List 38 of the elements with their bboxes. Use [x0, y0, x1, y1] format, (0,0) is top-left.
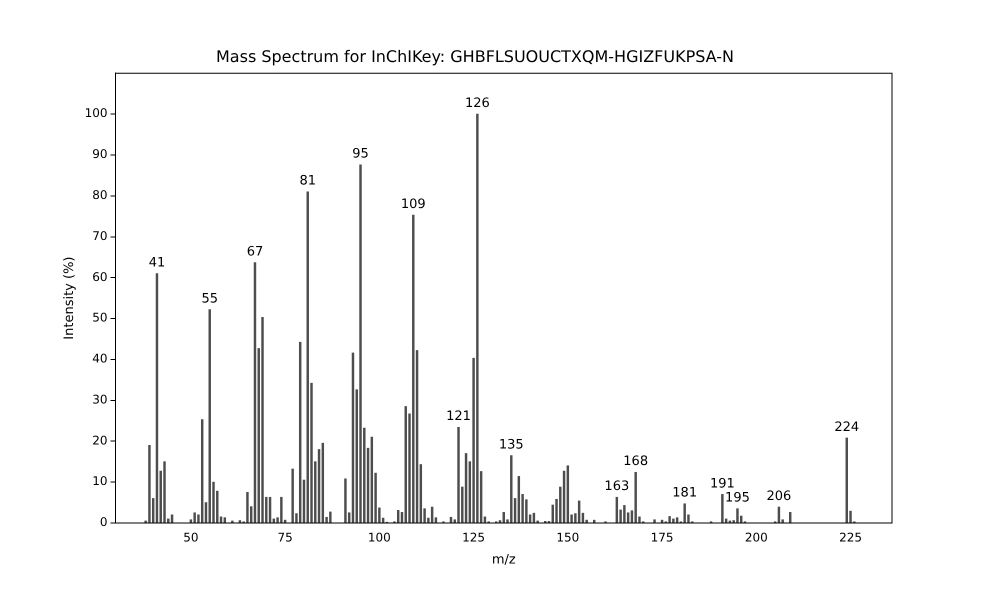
y-axis-title: Intensity (%) — [62, 256, 78, 340]
x-axis-title: m/z — [492, 552, 516, 568]
annotation: 206 — [766, 488, 792, 504]
annotation: 224 — [834, 420, 860, 435]
annotation: 126 — [464, 96, 490, 111]
x-tick-label: 200 — [744, 530, 768, 544]
x-tick-label: 50 — [183, 530, 199, 544]
x-tick-label: 175 — [650, 530, 674, 544]
y-tick-label: 0 — [100, 515, 108, 530]
annotation: 168 — [623, 454, 648, 470]
y-tick-label: 30 — [92, 392, 108, 406]
annotation: 191 — [710, 476, 735, 492]
annotation: 55 — [201, 291, 218, 306]
annotation: 81 — [299, 174, 316, 189]
chart-title: Mass Spectrum for InChIKey: GHBFLSUOUCTXQM-HGIZFUKPSA-N — [216, 46, 734, 66]
annotation: 41 — [148, 255, 166, 270]
y-tick-label: 70 — [92, 228, 108, 243]
y-tick-label: 80 — [92, 188, 108, 202]
y-tick-label: 10 — [92, 474, 108, 488]
annotation: 67 — [246, 244, 264, 260]
annotation: 121 — [446, 409, 471, 424]
y-tick-label: 40 — [92, 352, 108, 366]
y-tick-label: 90 — [92, 147, 108, 162]
annotation: 195 — [725, 490, 750, 506]
x-tick-label: 225 — [839, 530, 862, 544]
annotation: 95 — [352, 146, 369, 162]
x-tick-label: 150 — [556, 530, 580, 544]
x-tick-label: 125 — [462, 530, 486, 544]
annotation: 181 — [672, 486, 698, 501]
annotation: 135 — [498, 437, 524, 452]
y-tick-label: 20 — [92, 433, 108, 448]
x-tick-label: 100 — [368, 530, 391, 544]
annotation: 109 — [400, 196, 426, 212]
annotation: 163 — [604, 479, 630, 494]
x-tick-label: 75 — [277, 530, 293, 544]
y-tick-label: 50 — [92, 310, 108, 325]
y-tick-label: 100 — [84, 106, 108, 120]
y-tick-label: 60 — [92, 270, 108, 284]
